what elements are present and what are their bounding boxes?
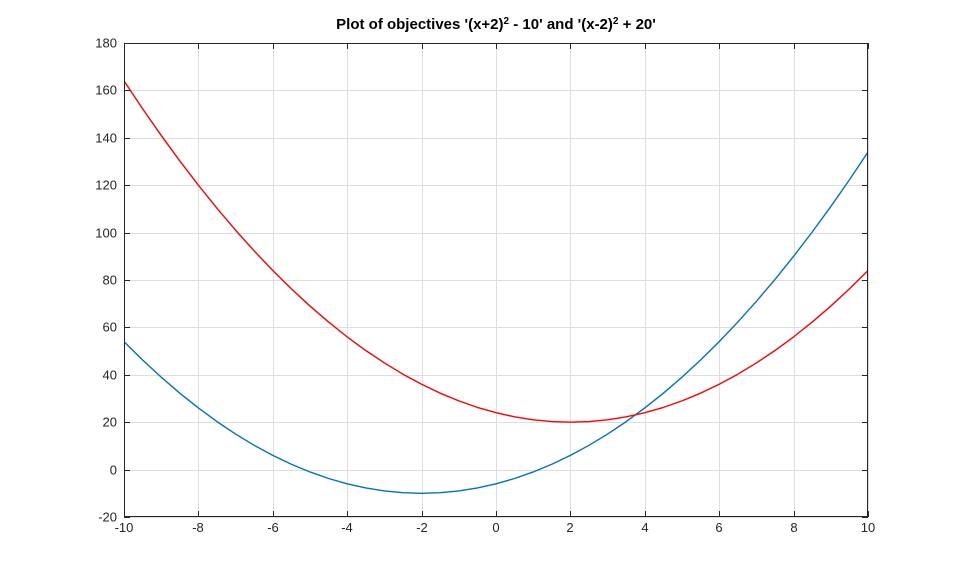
y-tick-label: 20 [103, 415, 117, 430]
series-line-objective-2 [124, 80, 868, 423]
x-tick-label: 8 [790, 520, 797, 535]
series-line-objective-1 [124, 151, 868, 494]
chart-title-text: Plot of objectives '(x+2) [336, 16, 504, 33]
x-tick-label: -2 [416, 520, 428, 535]
y-tick-label: 180 [95, 36, 117, 51]
x-tick-label: 2 [566, 520, 573, 535]
y-tick-label: -20 [98, 510, 117, 525]
x-tick-label: -8 [192, 520, 204, 535]
x-tick-label: -6 [267, 520, 279, 535]
y-tick-label: 120 [95, 178, 117, 193]
y-tick-label: 60 [103, 320, 117, 335]
x-tick-label: 0 [492, 520, 499, 535]
x-tick-label: 10 [861, 520, 875, 535]
chart-title: Plot of objectives '(x+2)2 - 10' and '(x… [124, 16, 868, 33]
chart-title-superscript: 2 [503, 16, 510, 27]
x-tick-label: 6 [715, 520, 722, 535]
chart-title-text: + 20' [618, 16, 656, 33]
y-tick-label: 0 [110, 463, 117, 478]
series-group [124, 80, 868, 494]
chart-title-text: - 10' and '(x-2) [509, 16, 613, 33]
y-tick-label: 140 [95, 131, 117, 146]
chart-title-superscript: 2 [612, 16, 619, 27]
y-tick-label: 80 [103, 273, 117, 288]
y-tick-label: 40 [103, 368, 117, 383]
y-tick-label: 100 [95, 226, 117, 241]
x-tick-label: -4 [341, 520, 353, 535]
x-tick-label: -10 [115, 520, 134, 535]
x-tick-label: 4 [641, 520, 648, 535]
y-tick-label: 160 [95, 83, 117, 98]
